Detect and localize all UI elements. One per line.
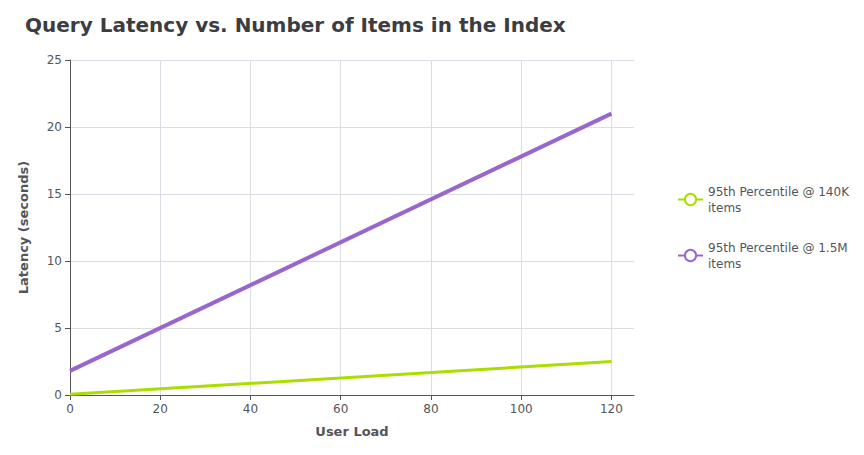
- svg-text:User Load: User Load: [315, 424, 388, 439]
- svg-text:120: 120: [600, 402, 623, 416]
- svg-text:80: 80: [423, 402, 438, 416]
- svg-text:15: 15: [47, 187, 62, 201]
- svg-text:5: 5: [54, 321, 62, 335]
- svg-text:Latency (seconds): Latency (seconds): [16, 161, 31, 294]
- svg-text:10: 10: [47, 254, 62, 268]
- svg-text:items: items: [708, 257, 741, 271]
- svg-text:60: 60: [333, 402, 348, 416]
- svg-text:95th Percentile @ 140K: 95th Percentile @ 140K: [708, 185, 850, 199]
- svg-text:20: 20: [47, 120, 62, 134]
- svg-text:Query Latency vs. Number of It: Query Latency vs. Number of Items in the…: [25, 13, 566, 37]
- svg-text:0: 0: [54, 388, 62, 402]
- svg-text:0: 0: [66, 402, 74, 416]
- svg-text:items: items: [708, 201, 741, 215]
- svg-text:95th Percentile @ 1.5M: 95th Percentile @ 1.5M: [708, 241, 848, 255]
- svg-text:25: 25: [47, 53, 62, 67]
- svg-text:100: 100: [510, 402, 533, 416]
- svg-text:40: 40: [243, 402, 258, 416]
- svg-text:20: 20: [153, 402, 168, 416]
